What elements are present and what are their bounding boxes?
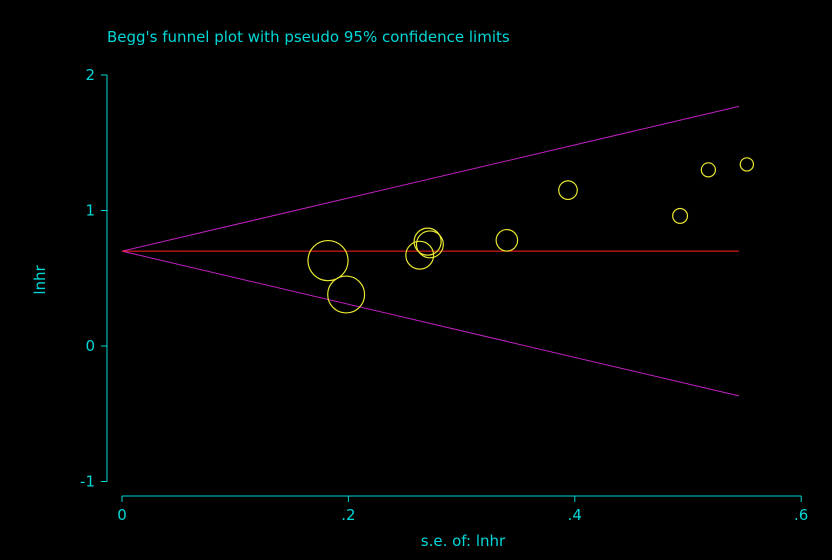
x-tick-label: .6 [794, 506, 808, 524]
upper-limit-line [121, 105, 740, 252]
study-point [672, 207, 689, 224]
study-point [415, 230, 444, 259]
x-tick-label: 0 [117, 506, 127, 524]
study-point [495, 228, 519, 252]
x-tick-label: .2 [341, 506, 355, 524]
chart-title: Begg's funnel plot with pseudo 95% confi… [107, 28, 510, 46]
x-tick-label: .4 [568, 506, 582, 524]
y-tick-label: 2 [85, 66, 95, 84]
study-point [558, 180, 578, 201]
y-tick-label: 0 [85, 337, 95, 355]
study-point [700, 162, 717, 178]
y-tick-label: 1 [85, 202, 95, 220]
lower-limit-line [121, 250, 740, 397]
study-points [307, 157, 755, 314]
confidence-limits [121, 105, 740, 397]
study-point [405, 240, 435, 270]
study-point [327, 275, 366, 314]
y-axis-title: lnhr [31, 264, 49, 294]
y-tick-label: -1 [80, 473, 95, 491]
study-point [739, 157, 755, 172]
study-point [413, 227, 442, 256]
study-point [307, 239, 349, 282]
axes: -1 0 1 2 0 .2 .4 .6 [80, 66, 808, 524]
x-axis-title: s.e. of: lnhr [421, 532, 506, 550]
